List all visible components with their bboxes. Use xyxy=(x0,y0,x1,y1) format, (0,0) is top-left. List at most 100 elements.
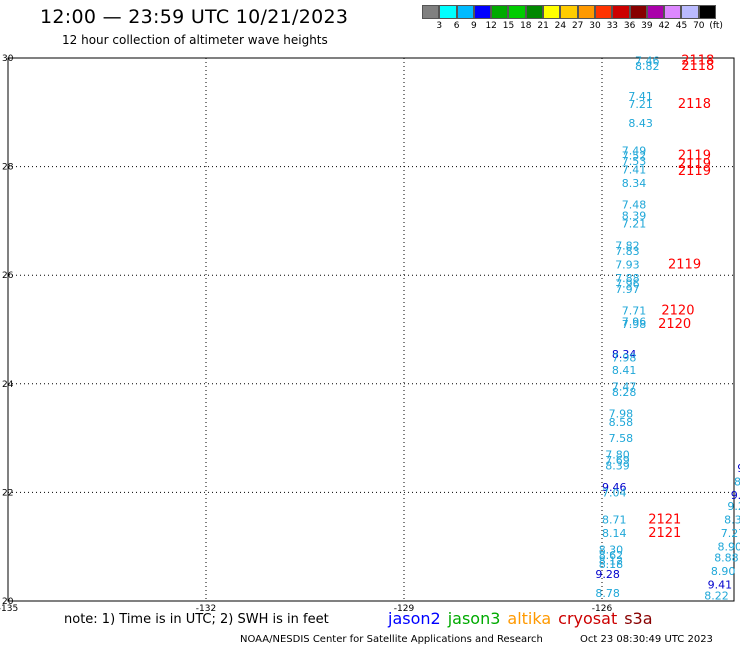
colorbar-swatch xyxy=(508,5,526,19)
colorbar-swatch xyxy=(543,5,561,19)
colorbar-label: 45 xyxy=(675,21,688,31)
x-tick-label: -135 xyxy=(0,604,18,614)
wave-height-label: 8.59 xyxy=(734,476,740,489)
wave-height-label: 8.22 xyxy=(704,590,729,603)
wave-height-label: 7.52 xyxy=(622,150,647,163)
wave-height-label: 7.21 xyxy=(628,98,653,111)
x-tick-label: -129 xyxy=(394,604,415,614)
map-frame xyxy=(7,57,735,602)
colorbar-swatch xyxy=(612,5,630,19)
wave-height-label: 9.10 xyxy=(737,462,740,475)
pass-time-label: 2120 xyxy=(658,317,691,332)
mission-legend-item: jason2 xyxy=(388,609,441,628)
footer-note: note: 1) Time is in UTC; 2) SWH is in fe… xyxy=(64,612,329,627)
wave-height-label: 9.41 xyxy=(708,579,733,592)
wave-height-label: 7.47 xyxy=(612,381,637,394)
x-tick-label: -132 xyxy=(196,604,216,614)
wave-height-label: 7.98 xyxy=(622,318,647,331)
wave-height-label: 8.18 xyxy=(599,558,624,571)
colorbar-swatch xyxy=(491,5,509,19)
wave-height-label: 7.82 xyxy=(615,239,640,252)
colorbar-label: (ft) xyxy=(709,21,723,31)
y-tick-label: 20 xyxy=(2,597,14,607)
colorbar-swatch xyxy=(629,5,647,19)
wave-height-label: 7.04 xyxy=(602,486,627,499)
pass-time-label: 2118 xyxy=(678,97,711,112)
colorbar-label: 27 xyxy=(571,21,584,31)
colorbar-label: 36 xyxy=(623,21,636,31)
wave-height-label: 8.90 xyxy=(718,541,740,554)
colorbar-label: 24 xyxy=(554,21,567,31)
wave-height-label: 9.28 xyxy=(727,500,740,513)
colorbar-swatch xyxy=(560,5,578,19)
wave-height-label: 8.82 xyxy=(635,60,660,73)
colorbar-label: 21 xyxy=(537,21,549,31)
colorbar-swatch xyxy=(525,5,544,19)
wave-height-label: 9.28 xyxy=(595,568,620,581)
colorbar-label: 3 xyxy=(436,21,443,31)
colorbar-label: 9 xyxy=(471,21,477,31)
axis-tick-labels: -135-132-129-126-123-124302826242220 xyxy=(0,54,613,614)
wave-height-label: 7.46 xyxy=(635,55,660,68)
colorbar-swatch xyxy=(473,5,492,19)
wave-height-label: 8.14 xyxy=(602,527,627,540)
wave-height-label: 8.41 xyxy=(612,364,637,377)
wave-height-label: 8.39 xyxy=(622,209,647,222)
colorbar-swatch xyxy=(439,5,457,19)
wave-height-label: 7.69 xyxy=(605,454,630,467)
pass-time-label: 2119 xyxy=(668,257,701,272)
colorbar-label: 39 xyxy=(641,21,653,31)
wave-height-label: 8.39 xyxy=(605,459,630,472)
wave-height-label: 7.71 xyxy=(622,304,647,317)
wave-height-label: 8.90 xyxy=(711,565,736,578)
pass-time-label: 2119 xyxy=(678,149,711,164)
pass-time-label: 2118 xyxy=(681,59,714,74)
wave-height-colorbar xyxy=(422,5,717,19)
colorbar-label: 6 xyxy=(453,21,460,31)
wave-height-label: 7.49 xyxy=(622,144,647,157)
wave-height-label: 8.62 xyxy=(599,549,624,562)
wave-height-label: 7.53 xyxy=(622,155,647,168)
wave-height-label: 9.31 xyxy=(731,489,740,502)
wave-height-label: 7.58 xyxy=(609,432,634,445)
colorbar-label: 70 xyxy=(693,21,705,31)
wave-height-label: 7.96 xyxy=(615,277,640,290)
credit-text: NOAA/NESDIS Center for Satellite Applica… xyxy=(240,634,543,645)
wave-height-label: 7.80 xyxy=(605,448,630,461)
pass-time-label: 2119 xyxy=(678,164,711,179)
wave-height-label: 8.12 xyxy=(599,554,624,567)
colorbar-swatch xyxy=(456,5,474,19)
colorbar-swatch xyxy=(698,5,717,19)
wave-height-label: 7.98 xyxy=(609,408,634,421)
wave-height-label: 8.78 xyxy=(595,587,620,600)
x-tick-label: -126 xyxy=(592,604,613,614)
pass-time-label: 2121 xyxy=(648,513,681,528)
colorbar-swatch xyxy=(681,5,699,19)
map-grid xyxy=(7,57,735,602)
wave-height-label: 7.48 xyxy=(622,199,647,212)
colorbar-label: 30 xyxy=(589,21,601,31)
wave-height-label: 7.98 xyxy=(612,352,637,365)
colorbar-label: 12 xyxy=(485,21,497,31)
mission-legend-item: s3a xyxy=(624,609,653,628)
wave-height-label: 7.27 xyxy=(721,527,740,540)
colorbar-label: 33 xyxy=(606,21,619,31)
wave-height-label: 8.88 xyxy=(714,552,739,565)
mission-legend-item: cryosat xyxy=(558,609,618,628)
pass-time-label: 2120 xyxy=(661,303,694,318)
wave-height-label: 9.46 xyxy=(602,481,627,494)
colorbar-label: 18 xyxy=(520,21,532,31)
wave-height-label: 8.58 xyxy=(609,416,634,429)
wave-height-label: 8.32 xyxy=(724,514,740,527)
y-tick-label: 30 xyxy=(2,54,14,64)
wave-height-label: 8.43 xyxy=(628,117,653,130)
generation-timestamp: Oct 23 08:30:49 UTC 2023 xyxy=(580,634,713,645)
mission-legend-item: jason3 xyxy=(447,609,501,628)
wave-height-label: 7.21 xyxy=(622,218,647,231)
wave-height-label: 7.83 xyxy=(615,245,640,258)
wave-height-label: 7.88 xyxy=(615,272,640,285)
wave-height-label: 7.93 xyxy=(615,258,640,271)
colorbar-swatch xyxy=(422,5,440,19)
pass-time-label: 2118 xyxy=(681,54,714,69)
